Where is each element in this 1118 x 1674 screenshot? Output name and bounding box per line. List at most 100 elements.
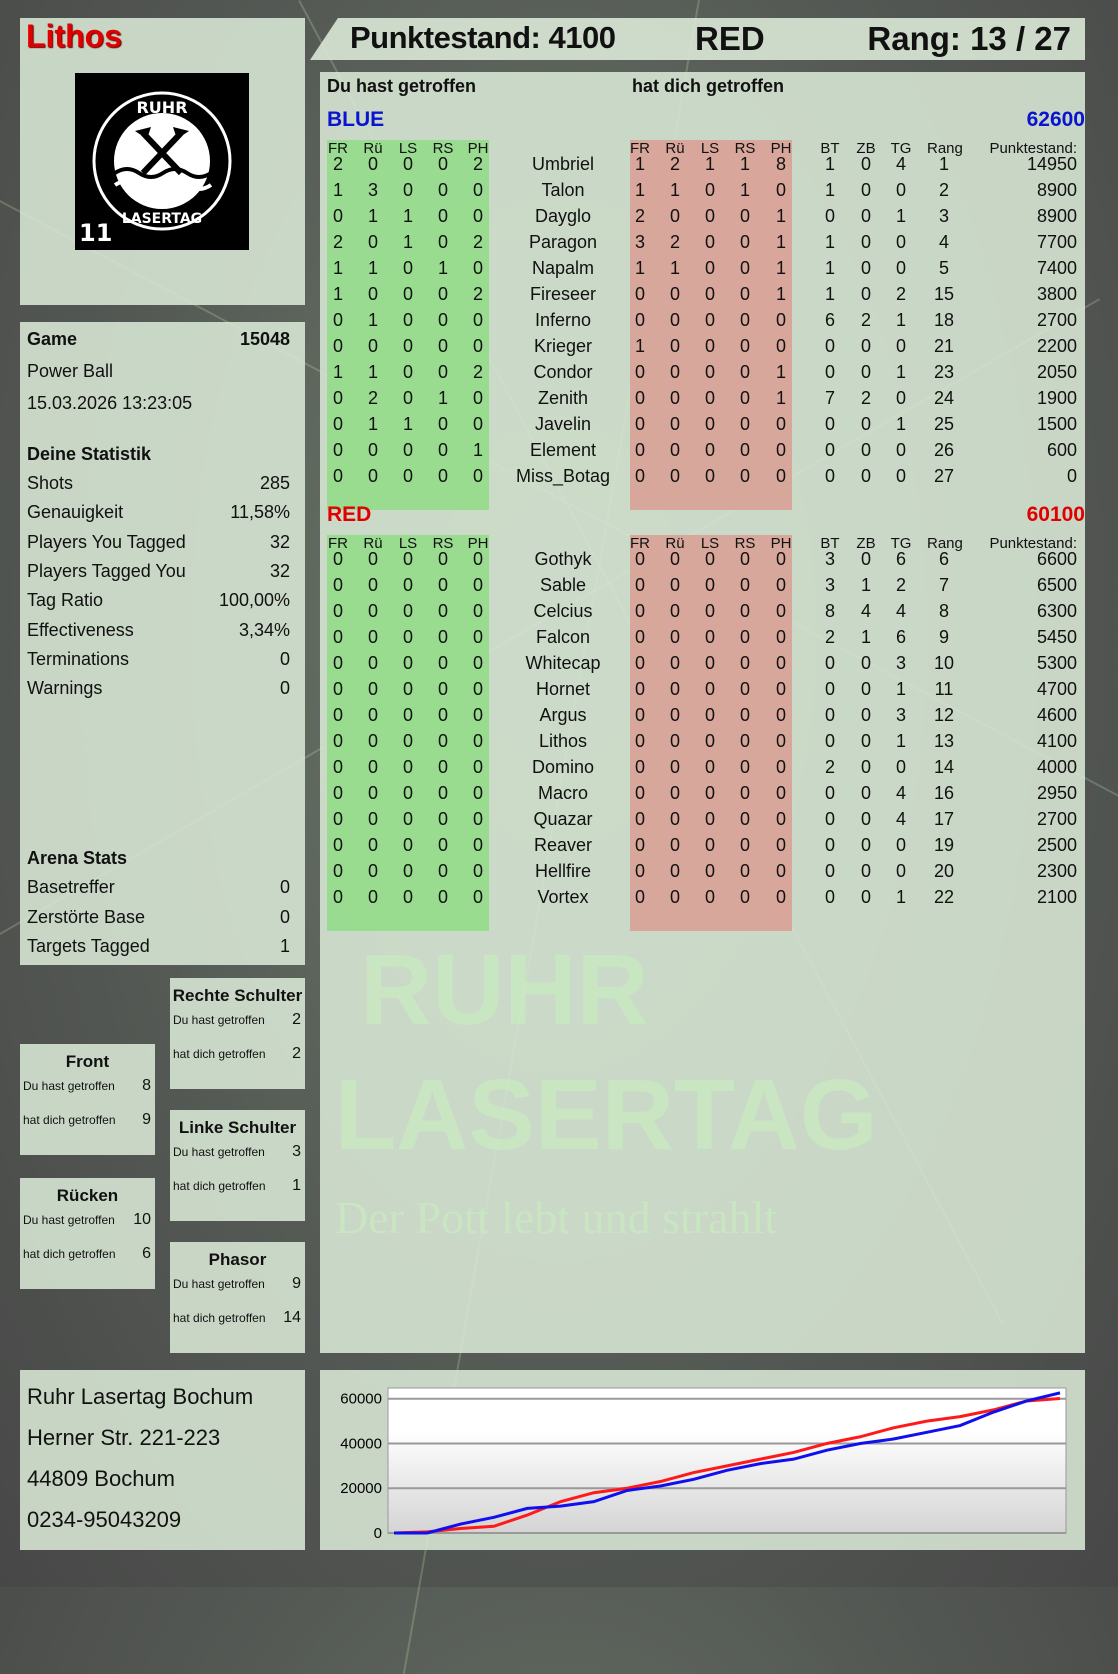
stat-cell: 0 (437, 206, 448, 226)
stat-cell: 0 (704, 601, 715, 621)
stat-cell: 10 (933, 653, 955, 673)
zone-hit-you-label: hat dich getroffen (173, 1179, 266, 1193)
column-header: FR (630, 535, 650, 552)
stat-cell: 0 (739, 575, 750, 595)
stat-cell: 3 (895, 653, 906, 673)
zone-you-hit-value: 3 (292, 1143, 301, 1160)
stat-cell: 0 (402, 887, 413, 907)
stat-cell: 11 (934, 679, 954, 699)
stat-cell: 7400 (1036, 258, 1077, 278)
stat-cell: 0 (634, 653, 645, 673)
stat-cell: 0 (634, 835, 645, 855)
stat-cell: 0 (860, 705, 871, 725)
stat-cell: 0 (824, 887, 835, 907)
zone-title: Linke Schulter (178, 1118, 297, 1137)
stat-cell: 0 (367, 627, 378, 647)
stat-label: Players Tagged You (27, 560, 186, 581)
stat-cell: 0 (367, 154, 378, 174)
stat-cell: 0 (332, 887, 343, 907)
arena-title: Arena Stats (27, 848, 128, 868)
zone-hit-you-value: 6 (142, 1245, 151, 1262)
stat-cell: 2 (472, 362, 483, 382)
stat-cell: 0 (472, 336, 483, 356)
stat-label: Warnings (27, 678, 103, 699)
stat-cell: 2 (634, 206, 645, 226)
stat-cell: 0 (860, 679, 871, 699)
stat-cell: 0 (437, 783, 448, 803)
player-name: Element (529, 440, 597, 460)
stat-cell: 1 (367, 310, 378, 330)
game-label: Game (27, 329, 78, 349)
stat-cell: 0 (402, 679, 413, 699)
stat-cell: 0 (437, 440, 448, 460)
stat-cell: 2 (669, 232, 680, 252)
zone-you-hit-value: 9 (292, 1275, 301, 1292)
stat-cell: 0 (634, 440, 645, 460)
stat-cell: 0 (860, 258, 871, 278)
stat-cell: 0 (704, 440, 715, 460)
zone-title: Rechte Schulter (172, 986, 303, 1005)
stat-cell: 1 (332, 258, 343, 278)
address-panel (20, 1370, 305, 1550)
player-name: Macro (537, 783, 588, 803)
column-header: Punktestand: (989, 535, 1077, 552)
stat-cell: 0 (402, 440, 413, 460)
stat-cell: 0 (669, 414, 680, 434)
stat-cell: 1900 (1036, 388, 1077, 408)
stat-cell: 0 (332, 414, 343, 434)
stat-cell: 0 (332, 388, 343, 408)
stat-cell: 15 (933, 284, 955, 304)
stat-row: Players You Tagged 32 (27, 532, 290, 553)
stat-cell: 0 (775, 705, 786, 725)
stat-cell: 0 (669, 731, 680, 751)
column-header: RS (734, 535, 756, 552)
stat-cell: 1 (367, 414, 378, 434)
zone-you-hit-label: Du hast getroffen (173, 1145, 265, 1159)
header-team: RED (695, 20, 765, 57)
stat-cell: 14950 (1026, 154, 1077, 174)
player-name: Inferno (534, 310, 592, 330)
stat-cell: 1 (472, 440, 483, 460)
stat-cell: 1 (895, 679, 906, 699)
player-name: Argus (539, 705, 587, 725)
stat-cell: 0 (402, 835, 413, 855)
stat-cell: 1 (437, 388, 448, 408)
stat-cell: 0 (437, 835, 448, 855)
stat-cell: 1 (775, 362, 786, 382)
stat-cell: 0 (704, 731, 715, 751)
stat-cell: 0 (437, 414, 448, 434)
stat-cell: 1 (402, 232, 413, 252)
stat-cell: 0 (739, 206, 750, 226)
stat-cell: 1 (669, 180, 680, 200)
stat-cell: 0 (895, 258, 906, 278)
stat-cell: 0 (860, 466, 871, 486)
player-name: Lithos (26, 18, 122, 54)
stat-cell: 0 (472, 180, 483, 200)
stat-cell: 1 (367, 258, 378, 278)
stat-cell: 0 (437, 310, 448, 330)
stat-cell: 0 (860, 232, 871, 252)
player-name: Sable (539, 575, 587, 595)
stat-cell: 0 (332, 466, 343, 486)
stat-row: Genauigkeit 11,58% (27, 502, 290, 523)
zone-you-hit-label: Du hast getroffen (23, 1079, 115, 1093)
game-id: 15048 (239, 329, 290, 349)
stat-cell: 0 (437, 575, 448, 595)
stat-cell: 0 (775, 466, 786, 486)
stat-cell: 2950 (1036, 783, 1077, 803)
stat-cell: 0 (704, 809, 715, 829)
player-name: Krieger (533, 336, 593, 356)
stat-cell: 0 (860, 783, 871, 803)
stat-cell: 1 (634, 154, 645, 174)
zone-hit-you-label: hat dich getroffen (173, 1311, 266, 1325)
stat-cell: 7 (938, 575, 949, 595)
hit-zone-front: Front Du hast getroffen 8 hat dich getroffe… (20, 1044, 155, 1155)
stat-cell: 0 (669, 653, 680, 673)
stat-cell: 0 (669, 388, 680, 408)
stat-value: 11,58% (230, 502, 290, 523)
arena-value: 0 (279, 906, 290, 927)
stat-cell: 0 (472, 575, 483, 595)
stat-cell: 0 (775, 887, 786, 907)
column-header: RS (432, 535, 454, 552)
stat-cell: 0 (704, 284, 715, 304)
